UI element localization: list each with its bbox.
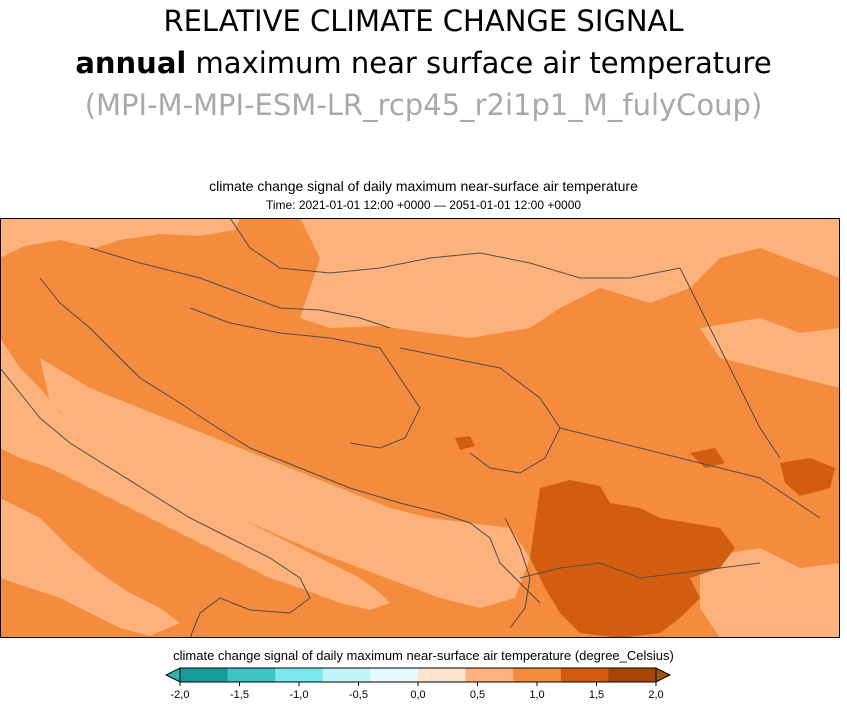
border-albania [504, 517, 531, 629]
region-north-west [0, 218, 240, 258]
region-south-east [700, 548, 840, 638]
colorbar-tick-label: 1,0 [529, 689, 544, 701]
colorbar-tick-label: -1,0 [290, 689, 309, 701]
header-variable-rest: maximum near surface air temperature [186, 46, 772, 80]
colorbar-max-arrow [655, 667, 672, 683]
region-small-patch-1 [455, 436, 475, 450]
region-east-patch [780, 458, 835, 496]
colorbar-cell [513, 668, 562, 682]
colorbar-cell [560, 668, 609, 682]
colorbar-title: climate change signal of daily maximum n… [173, 648, 674, 663]
map-high-regions [455, 436, 835, 638]
border-east [679, 267, 781, 459]
region-italy-east-coast [0, 338, 390, 610]
region-small-patch-2 [690, 448, 725, 468]
header-variable: annual maximum near surface air temperat… [0, 46, 847, 80]
region-adriatic [40, 358, 530, 608]
header-variable-bold: annual [75, 46, 187, 80]
region-east-rise [700, 318, 840, 388]
colorbar-cell [465, 668, 514, 682]
coastline-italy [0, 367, 311, 638]
map-low-regions [0, 218, 840, 638]
plot-title: climate change signal of daily maximum n… [209, 178, 638, 194]
map-frame [0, 218, 840, 638]
border-bosnia [189, 307, 421, 449]
colorbar: -2,0 -1,5 -1,0 -0,5 0,0 0,5 1,0 1,5 2,0 [164, 667, 672, 701]
colorbar-tick-label: 0,0 [410, 689, 425, 701]
region-italy-south [0, 498, 180, 636]
colorbar-ticks: -2,0 -1,5 -1,0 -0,5 0,0 0,5 1,0 1,5 2,0 [171, 682, 664, 701]
colorbar-tick-label: -2,0 [171, 689, 190, 701]
region-south-balkan [530, 480, 735, 638]
colorbar-cell [275, 668, 324, 682]
border-north [229, 218, 681, 279]
coastline-adriatic-east [39, 277, 541, 604]
colorbar-cell [180, 668, 229, 682]
colorbar-cells [180, 668, 657, 682]
colorbar-cell [608, 668, 657, 682]
colorbar-cell [370, 668, 419, 682]
colorbar-tick-label: -1,5 [230, 689, 249, 701]
border-greece [519, 562, 761, 579]
plot-time: Time: 2021-01-01 12:00 +0000 — 2051-01-0… [265, 198, 582, 212]
colorbar-cell [418, 668, 467, 682]
colorbar-tick-label: 2,0 [648, 689, 663, 701]
colorbar-tick-label: 0,5 [470, 689, 485, 701]
colorbar-cell [322, 668, 371, 682]
map-borders [0, 218, 821, 638]
header-model: (MPI-M-MPI-ESM-LR_rcp45_r2i1p1_M_fulyCou… [84, 88, 763, 122]
header-title: RELATIVE CLIMATE CHANGE SIGNAL [163, 4, 684, 38]
colorbar-min-arrow [164, 667, 181, 683]
border-balkan-south [559, 427, 821, 519]
colorbar-tick-label: 1,5 [589, 689, 604, 701]
region-north-central [300, 218, 840, 338]
map-plot [0, 218, 840, 638]
colorbar-tick-label: -0,5 [349, 689, 368, 701]
colorbar-cell [227, 668, 276, 682]
border-slovenia-croatia [89, 247, 391, 329]
